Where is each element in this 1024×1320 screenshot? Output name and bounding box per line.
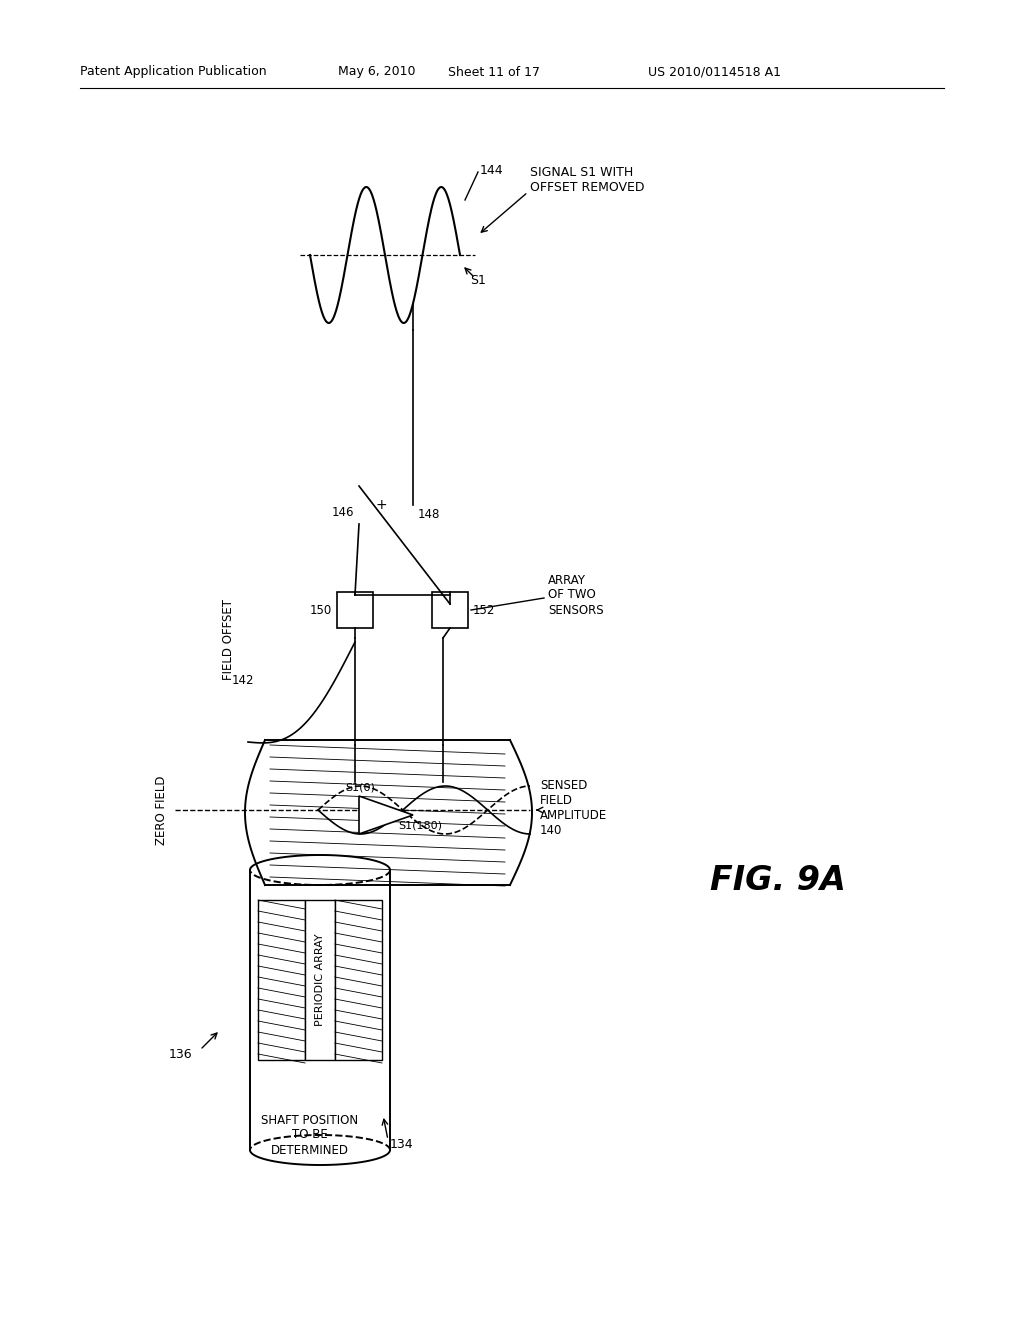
- Text: 150: 150: [309, 603, 332, 616]
- Text: SENSED
FIELD
AMPLITUDE
140: SENSED FIELD AMPLITUDE 140: [540, 779, 607, 837]
- Text: 144: 144: [480, 164, 504, 177]
- Text: US 2010/0114518 A1: US 2010/0114518 A1: [648, 66, 781, 78]
- Text: PERIODIC ARRAY: PERIODIC ARRAY: [315, 933, 325, 1027]
- Text: Sheet 11 of 17: Sheet 11 of 17: [449, 66, 540, 78]
- Text: ZERO FIELD: ZERO FIELD: [155, 775, 168, 845]
- Text: FIG. 9A: FIG. 9A: [710, 863, 846, 896]
- Text: S1(0): S1(0): [345, 783, 375, 793]
- Text: S1(180): S1(180): [398, 820, 442, 830]
- Text: SHAFT POSITION
TO BE
DETERMINED: SHAFT POSITION TO BE DETERMINED: [261, 1114, 358, 1156]
- Text: ARRAY
OF TWO
SENSORS: ARRAY OF TWO SENSORS: [548, 573, 603, 616]
- Text: S1: S1: [470, 273, 485, 286]
- Text: FIELD OFFSET: FIELD OFFSET: [221, 599, 234, 681]
- Text: 152: 152: [473, 603, 496, 616]
- Text: 134: 134: [390, 1138, 414, 1151]
- Polygon shape: [359, 796, 413, 834]
- Text: May 6, 2010: May 6, 2010: [338, 66, 416, 78]
- Text: 142: 142: [231, 673, 254, 686]
- Bar: [432, 591, 468, 628]
- Text: 148: 148: [418, 508, 440, 521]
- Bar: [337, 591, 373, 628]
- Text: +: +: [375, 498, 387, 512]
- Text: SIGNAL S1 WITH
OFFSET REMOVED: SIGNAL S1 WITH OFFSET REMOVED: [530, 166, 644, 194]
- Bar: [305, 900, 335, 1060]
- Text: 146: 146: [332, 507, 354, 520]
- Text: Patent Application Publication: Patent Application Publication: [80, 66, 266, 78]
- Bar: [335, 900, 382, 1060]
- Text: 136: 136: [168, 1048, 191, 1061]
- Bar: [258, 900, 305, 1060]
